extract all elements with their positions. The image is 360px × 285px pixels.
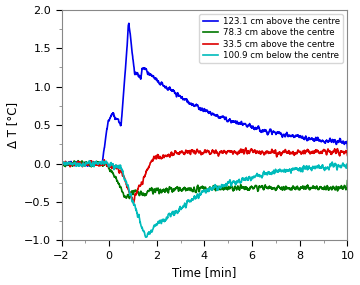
100.9 cm below the centre [181,204,185,208]
123.1 cm above the centre [127,22,131,25]
123.1 cm above the centre [181,98,185,101]
Line: 33.5 cm above the centre: 33.5 cm above the centre [62,148,347,203]
78.3 cm above the centre [192,186,197,190]
Legend: 123.1 cm above the centre, 78.3 cm above the centre, 33.5 cm above the centre, 1: 123.1 cm above the centre, 78.3 cm above… [199,14,343,63]
Line: 78.3 cm above the centre: 78.3 cm above the centre [62,161,347,199]
100.9 cm below the centre [144,235,148,239]
123.1 cm above the centre [222,117,227,120]
33.5 cm above the centre [93,162,98,165]
100.9 cm below the centre [93,160,98,164]
33.5 cm above the centre [187,150,191,153]
33.5 cm above the centre [222,150,226,153]
Line: 100.9 cm below the centre: 100.9 cm below the centre [62,161,347,237]
78.3 cm above the centre [93,160,98,164]
33.5 cm above the centre [181,151,185,154]
33.5 cm above the centre [244,146,248,150]
78.3 cm above the centre [187,187,191,190]
33.5 cm above the centre [81,161,86,165]
33.5 cm above the centre [345,154,350,157]
33.5 cm above the centre [192,149,196,152]
78.3 cm above the centre [76,159,80,162]
123.1 cm above the centre [187,101,191,105]
100.9 cm below the centre [87,159,91,162]
78.3 cm above the centre [127,197,132,200]
123.1 cm above the centre [345,146,350,150]
X-axis label: Time [min]: Time [min] [172,266,237,280]
123.1 cm above the centre [192,105,197,108]
100.9 cm below the centre [187,200,191,203]
100.9 cm below the centre [59,161,64,165]
100.9 cm below the centre [345,162,350,165]
33.5 cm above the centre [59,161,64,164]
78.3 cm above the centre [222,185,227,188]
123.1 cm above the centre [81,162,86,166]
123.1 cm above the centre [85,164,90,168]
Y-axis label: Δ T [°C]: Δ T [°C] [5,102,19,148]
78.3 cm above the centre [345,179,350,182]
123.1 cm above the centre [59,161,64,165]
78.3 cm above the centre [181,187,185,190]
100.9 cm below the centre [192,194,197,198]
123.1 cm above the centre [93,162,98,165]
100.9 cm below the centre [81,162,86,166]
78.3 cm above the centre [59,163,64,166]
78.3 cm above the centre [82,162,86,165]
33.5 cm above the centre [131,201,136,205]
Line: 123.1 cm above the centre: 123.1 cm above the centre [62,23,347,166]
100.9 cm below the centre [222,184,227,188]
